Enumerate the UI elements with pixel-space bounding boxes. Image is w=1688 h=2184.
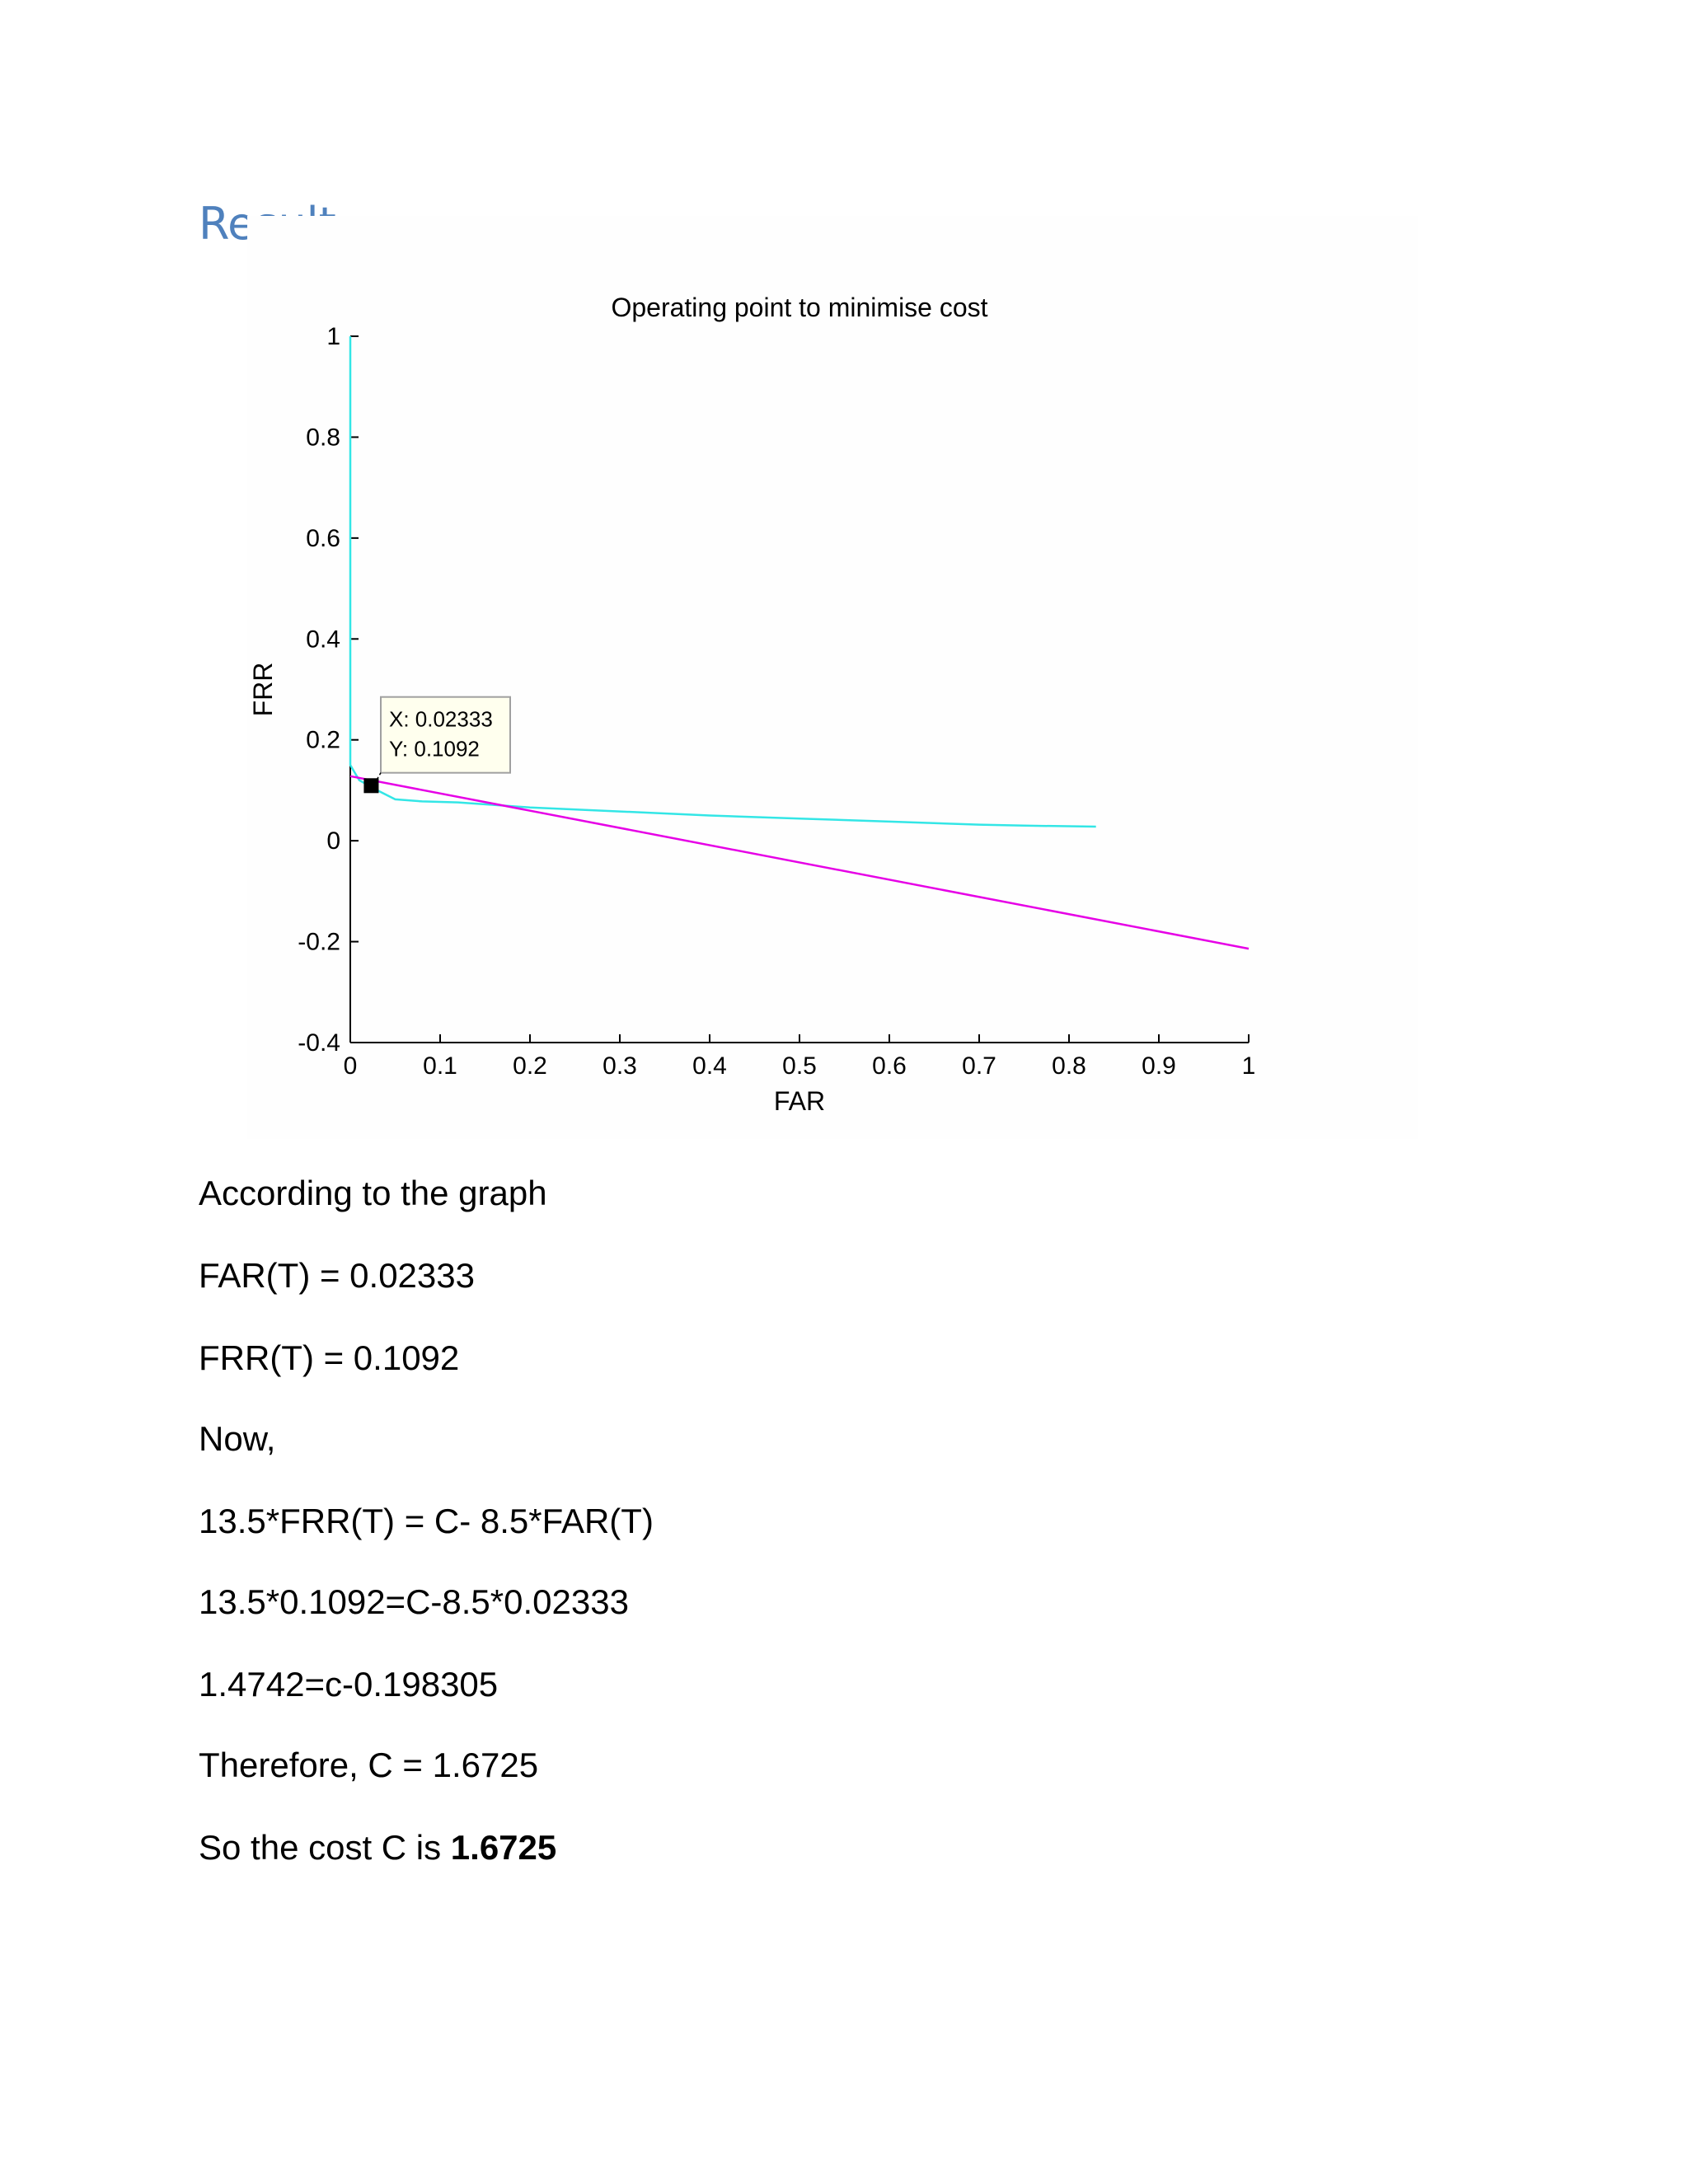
conclusion-line: So the cost C is 1.6725 bbox=[199, 1828, 556, 1868]
cost-equation-line: 13.5*FRR(T) = C- 8.5*FAR(T) bbox=[199, 1502, 654, 1540]
x-tick-label: 0.6 bbox=[872, 1052, 907, 1080]
x-axis-label: FAR bbox=[774, 1086, 825, 1116]
y-tick-label: -0.4 bbox=[298, 1029, 340, 1057]
x-tick-label: 0 bbox=[344, 1052, 358, 1080]
datatip-pointer bbox=[375, 772, 382, 781]
y-tick-label: 0.2 bbox=[306, 727, 340, 754]
conclusion-value: 1.6725 bbox=[450, 1828, 557, 1867]
x-tick-label: 0.1 bbox=[423, 1052, 457, 1080]
y-tick-label: 0.6 bbox=[306, 525, 340, 552]
series-line-1 bbox=[349, 336, 1096, 828]
series-line-2 bbox=[349, 775, 1250, 950]
simplified-line: 1.4742=c-0.198305 bbox=[199, 1665, 499, 1704]
frr-value-line: FRR(T) = 0.1092 bbox=[199, 1338, 460, 1377]
far-value-line: FAR(T) = 0.02333 bbox=[199, 1256, 475, 1295]
datatip-box bbox=[380, 696, 511, 774]
chart-title: Operating point to minimise cost bbox=[611, 293, 987, 322]
chart-svg: 0 0.1 0.2 0.3 0.4 0.5 0.6 0.7 0.8 0.9 1 -0.4 -0.2 0 0.… bbox=[248, 293, 1256, 1116]
conclusion-prefix: So the cost C is bbox=[199, 1828, 451, 1867]
chart-figure: 0 0.1 0.2 0.3 0.4 0.5 0.6 0.7 0.8 0.9 1 -0.4 -0.2 0 0.… bbox=[247, 216, 1418, 1139]
now-line: Now, bbox=[199, 1419, 276, 1458]
x-tick-label: 1 bbox=[1242, 1052, 1256, 1080]
datatip-x-text: X: 0.02333 bbox=[389, 707, 493, 732]
operating-point-marker bbox=[363, 778, 379, 794]
therefore-line: Therefore, C = 1.6725 bbox=[199, 1746, 539, 1784]
x-tick-label: 0.9 bbox=[1142, 1052, 1176, 1080]
x-tick-label: 0.3 bbox=[603, 1052, 637, 1080]
y-tick-label: 0.4 bbox=[306, 626, 340, 653]
intro-text: According to the graph bbox=[199, 1174, 547, 1212]
y-axis-label: FRR bbox=[248, 663, 278, 717]
y-tick-label: 0 bbox=[326, 827, 340, 855]
substitution-line: 13.5*0.1092=C-8.5*0.02333 bbox=[199, 1582, 629, 1621]
x-tick-label: 0.7 bbox=[962, 1052, 996, 1080]
x-tick-label: 0.2 bbox=[513, 1052, 547, 1080]
x-tick-label: 0.8 bbox=[1052, 1052, 1086, 1080]
datatip-y-text: Y: 0.1092 bbox=[389, 737, 480, 762]
y-tick-label: -0.2 bbox=[298, 929, 340, 956]
y-tick-label: 0.8 bbox=[306, 424, 340, 451]
x-tick-label: 0.4 bbox=[692, 1052, 727, 1080]
y-tick-label: 1 bbox=[326, 323, 340, 350]
x-tick-label: 0.5 bbox=[782, 1052, 817, 1080]
